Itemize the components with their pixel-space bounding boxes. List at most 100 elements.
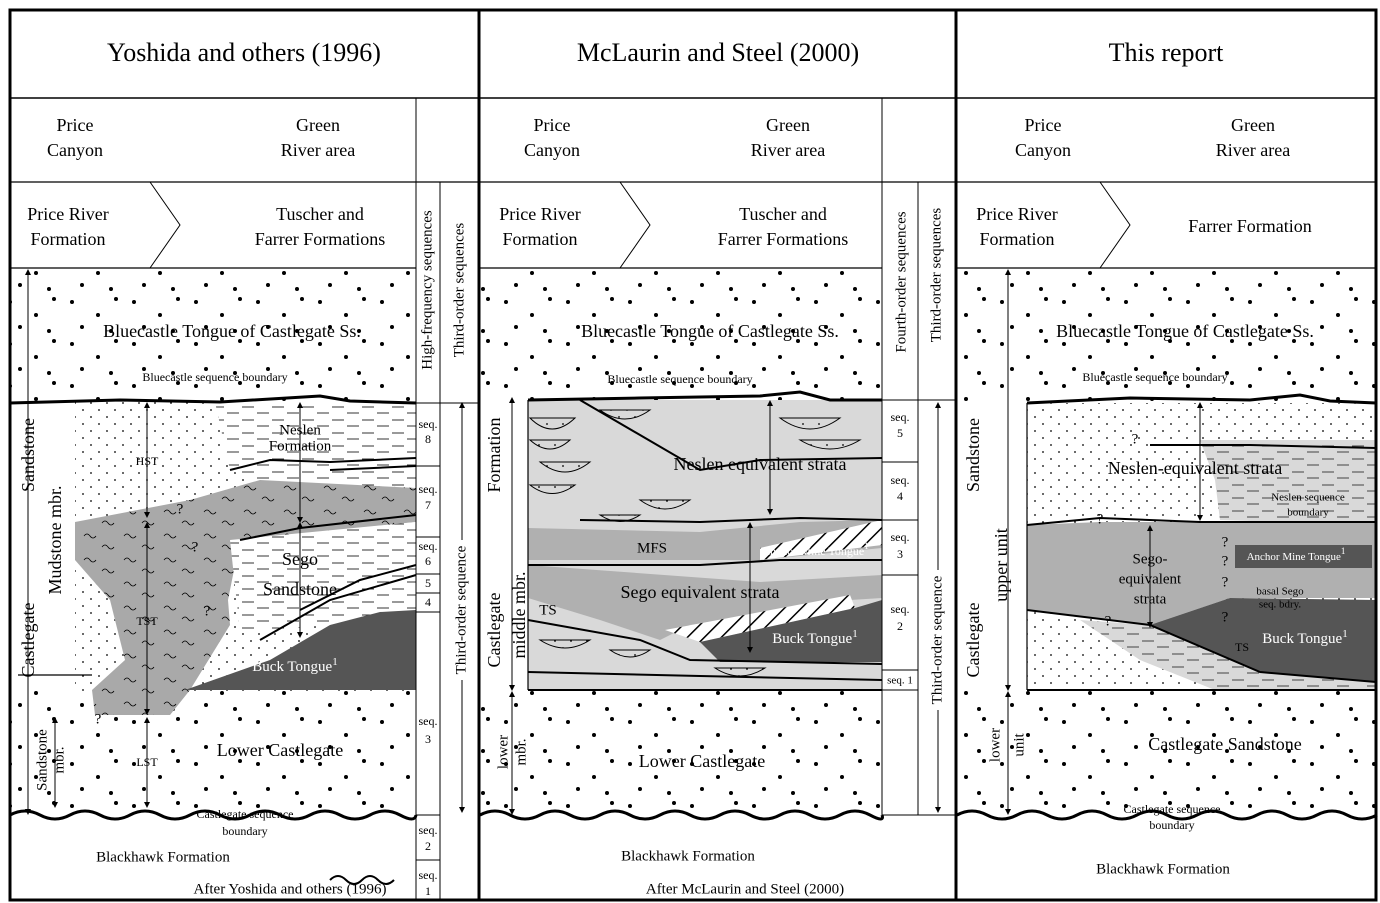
label: Buck Tongue1 [772,628,857,648]
label: Lower Castlegate [639,751,765,771]
label: seq. [419,417,438,431]
label: seq. 1 [887,675,913,687]
label: 7 [425,498,431,512]
label: Bluecastle sequence boundary [1082,370,1227,384]
label: Green [1231,115,1275,135]
label-part: Buck Tongue [1262,631,1342,647]
label: Bluecastle sequence boundary [142,370,287,384]
label: MFS [637,540,667,556]
label: 2 [897,619,903,633]
label: Bluecastle Tongue of Castlegate Ss. [581,321,839,341]
label: Formation [980,229,1055,249]
label-part: Anchor Mine Tongue [1247,551,1341,563]
panel-mclaurin: McLaurin and Steel (2000) Price Canyon G… [480,38,938,897]
label: Castlegate sequence [197,807,294,821]
label: Neslen-equivalent strata [1108,458,1282,478]
label: 2 [425,839,431,853]
label: equivalent [1119,571,1182,587]
label: seq. [891,410,910,424]
label-part: 1 [864,541,869,551]
label: Price River [976,204,1057,224]
label: unit [1011,733,1027,757]
label: Buck Tongue1 [1262,628,1347,648]
label: seq. [891,602,910,616]
label: mbr. [51,746,67,773]
label: ? [1105,613,1112,629]
label: Castlegate [18,603,38,678]
label: Castlegate sequence [1124,802,1221,816]
label: middle mbr. [509,572,529,659]
label: lower [495,735,511,769]
label: Green [296,115,340,135]
label: Farrer Formation [1188,216,1311,236]
contact-line [150,182,1130,268]
label: Canyon [1015,140,1071,160]
label: 3 [425,732,431,746]
label: 4 [425,595,431,609]
label-part: Anchor Mine Tongue [761,544,864,558]
label: Yoshida and others (1996) [107,38,381,67]
label: Third-order sequence [453,545,469,674]
label: Farrer Formations [255,229,385,249]
label: seq. [891,473,910,487]
label: Tuscher and [276,204,364,224]
label: Neslen [279,422,321,438]
label: River area [1216,140,1290,160]
label-part: 1 [1341,546,1346,556]
panel-yoshida: Yoshida and others (1996) Price Canyon G… [10,38,462,897]
label: Third-order sequences [928,208,944,343]
label: ? [192,539,199,555]
label: ? [95,711,102,727]
label: Price [57,115,94,135]
label: Tuscher and [739,204,827,224]
label: Bluecastle Tongue of Castlegate Ss. [1056,321,1314,341]
label: ? [177,501,184,517]
label: seq. [419,482,438,496]
label: mbr. [513,738,529,765]
label: River area [751,140,825,160]
label: Farrer Formations [718,229,848,249]
label: High-frequency sequences [419,210,435,370]
label: TS [539,602,557,618]
label: upper unit [991,528,1011,602]
label: Price River [27,204,108,224]
label: This report [1109,38,1225,67]
label: boundary [222,824,267,838]
panel-this-report: This report Price Canyon Green River are… [957,38,1377,877]
label: Sandstone [18,418,38,492]
label: LST [136,755,158,769]
label: Price [534,115,571,135]
label: ? [1222,553,1229,569]
label-part: Buck Tongue [252,659,332,675]
label: ? [1097,511,1104,527]
label: 3 [897,547,903,561]
label: Canyon [47,140,103,160]
label: Bluecastle sequence boundary [607,372,752,386]
label: 6 [425,554,431,568]
label: Neslen equivalent strata [674,454,847,474]
label: seq. bdry. [1259,599,1302,611]
label: seq. [419,868,438,882]
label: Castlegate Sandstone [1148,734,1301,754]
label: Sandstone [263,579,337,599]
figure: Yoshida and others (1996) Price Canyon G… [0,0,1380,903]
label: Sego equivalent strata [621,582,780,602]
label: boundary [1149,818,1194,832]
label-part: 1 [332,656,338,668]
label-part: 1 [1342,628,1348,640]
label: Sandstone [34,729,50,791]
label: ? [204,603,211,619]
label: seq. [419,714,438,728]
label: After McLaurin and Steel (2000) [646,881,844,897]
label: Neslen sequence [1271,492,1345,504]
label: Price [1025,115,1062,135]
label: 8 [425,432,431,446]
label: Formation [503,229,578,249]
label: Formation [31,229,106,249]
label: ? [1132,431,1139,447]
label: ? [1222,574,1229,590]
label: Price River [499,204,580,224]
label: TST [136,614,158,628]
label: Sego [282,549,318,569]
label: 5 [425,576,431,590]
